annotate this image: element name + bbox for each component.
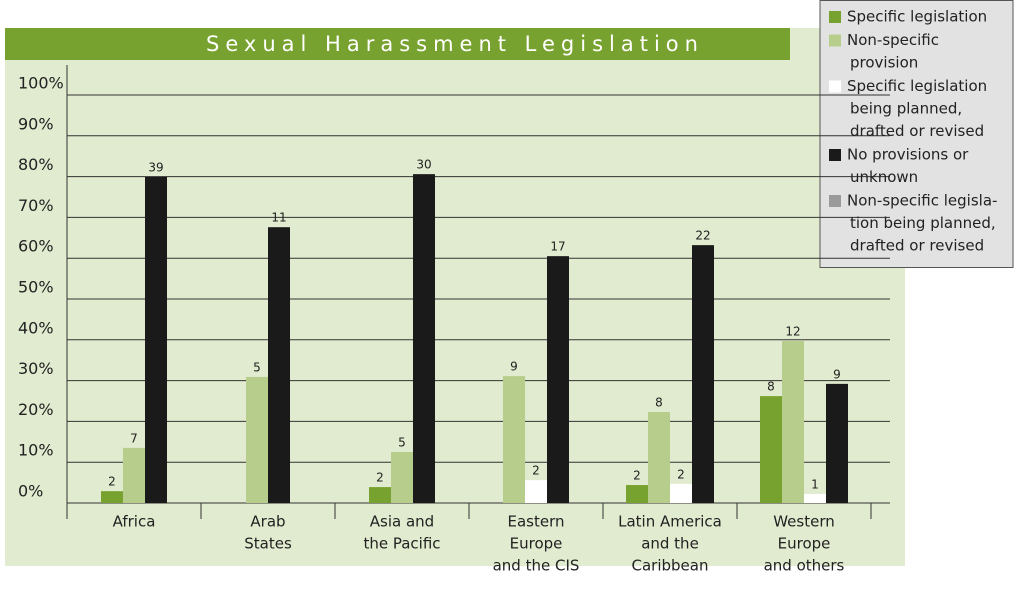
legend-label: Non-specific legisla-: [847, 192, 997, 210]
legend-label: Specific legislation: [847, 8, 987, 26]
data-label: 12: [785, 325, 800, 339]
x-tick-label: Latin America: [618, 513, 722, 531]
y-tick-label: 40%: [18, 318, 54, 337]
bar: [145, 177, 167, 503]
data-label: 9: [510, 360, 518, 374]
legend-swatch: [829, 195, 841, 207]
x-tick-label: Africa: [113, 513, 156, 531]
legend-box: [819, 0, 1014, 268]
data-label: 2: [633, 469, 641, 483]
x-tick-label: Western: [773, 513, 835, 531]
bar: [123, 447, 145, 503]
data-label: 5: [253, 360, 261, 374]
x-tick-label: Caribbean: [632, 557, 709, 575]
bar: [547, 256, 569, 503]
x-tick-label: and the CIS: [493, 557, 580, 575]
legend-label: drafted or revised: [850, 237, 984, 255]
y-tick-label: 100%: [18, 74, 64, 93]
data-label: 17: [550, 240, 565, 254]
legend-label: No provisions or: [847, 146, 969, 164]
bar: [804, 494, 826, 503]
x-tick-label: and others: [764, 557, 845, 575]
bar: [670, 483, 692, 503]
chart-title: Sexual Harassment Legislation: [206, 32, 704, 56]
bar: [648, 412, 670, 503]
legend-swatch: [829, 34, 841, 47]
bar: [626, 485, 648, 503]
legend-swatch: [829, 11, 841, 23]
legend-label: being planned,: [850, 100, 962, 118]
bar: [413, 174, 435, 504]
data-label: 2: [677, 467, 685, 481]
legend-label: tion being planned,: [850, 214, 996, 232]
legend-label: Specific legislation: [847, 77, 987, 95]
data-label: 2: [532, 464, 540, 478]
legend-label: provision: [850, 54, 918, 72]
data-label: 8: [767, 380, 775, 394]
bar: [268, 227, 290, 503]
x-tick-label: Eastern: [507, 513, 564, 531]
data-label: 7: [130, 431, 138, 445]
y-tick-label: 10%: [18, 441, 54, 460]
y-tick-label: 20%: [18, 400, 54, 419]
legend-swatch: [829, 149, 841, 161]
data-label: 39: [148, 161, 163, 175]
x-tick-label: States: [244, 535, 292, 553]
y-tick-label: 90%: [18, 114, 54, 133]
data-label: 11: [271, 211, 286, 225]
x-tick-label: the Pacific: [363, 535, 440, 553]
x-tick-label: and the: [641, 535, 699, 553]
legend-swatch: [829, 80, 841, 93]
x-tick-label: Asia and: [370, 513, 434, 531]
legend-label: drafted or revised: [850, 122, 984, 140]
bar: [503, 376, 525, 503]
data-label: 2: [108, 475, 116, 489]
bar: [391, 452, 413, 503]
y-tick-label: 30%: [18, 359, 54, 378]
x-tick-label: Arab: [250, 513, 285, 531]
y-tick-label: 80%: [18, 155, 54, 174]
y-tick-label: 0%: [18, 482, 43, 501]
data-label: 22: [695, 229, 710, 243]
bar: [782, 341, 804, 503]
bar: [101, 491, 123, 503]
bar: [826, 383, 848, 503]
data-label: 2: [376, 471, 384, 485]
x-tick-label: Europe: [510, 535, 563, 553]
x-tick-label: Europe: [778, 535, 831, 553]
data-label: 1: [811, 478, 819, 492]
bar: [692, 245, 714, 504]
bar: [525, 480, 547, 503]
y-tick-label: 70%: [18, 196, 54, 215]
legend-label: Non-specific: [847, 31, 939, 49]
bar: [369, 487, 391, 503]
bar: [760, 396, 782, 503]
title-bar: [5, 28, 790, 60]
legend-label: unknown: [850, 168, 918, 186]
data-label: 5: [398, 436, 406, 450]
data-label: 30: [416, 158, 431, 172]
y-tick-label: 50%: [18, 278, 54, 297]
y-tick-label: 60%: [18, 237, 54, 256]
data-label: 9: [833, 367, 841, 381]
data-label: 8: [655, 396, 663, 410]
bar: [246, 376, 268, 503]
